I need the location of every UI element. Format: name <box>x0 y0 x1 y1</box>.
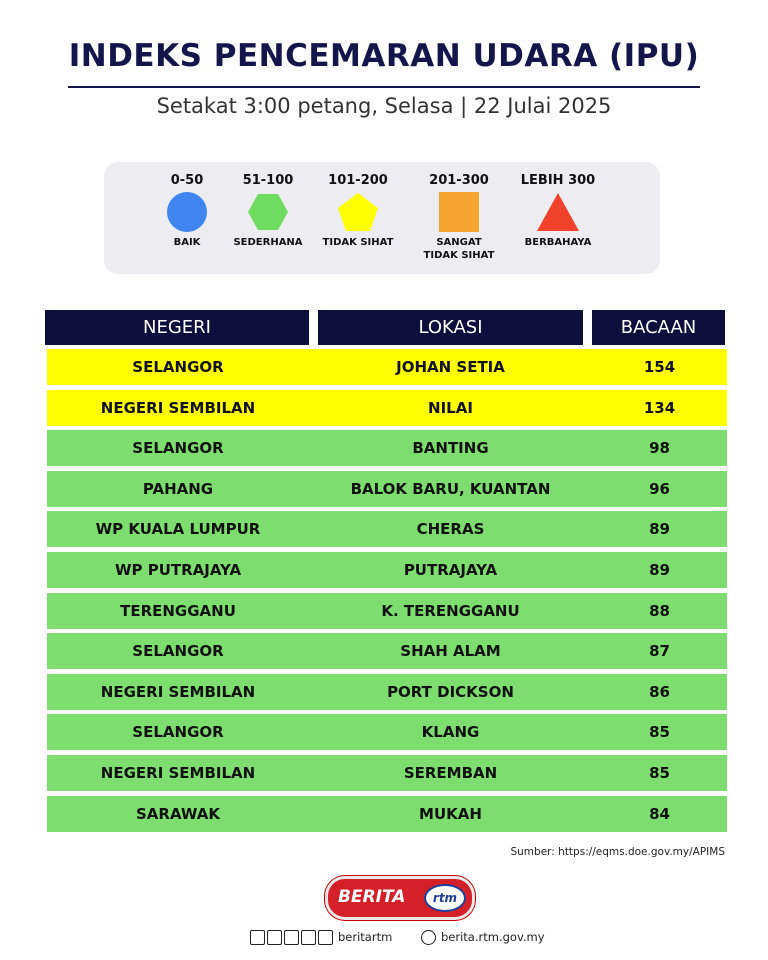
table-cell: SHAH ALAM <box>400 642 501 661</box>
source: Sumber: https://eqms.doe.gov.my/APIMS <box>510 846 725 858</box>
table-row: TERENGGANU K. TERENGGANU 88 <box>47 592 727 629</box>
table-cell: 98 <box>649 439 670 458</box>
table-cell: 88 <box>649 601 670 620</box>
legend-range: 101-200 <box>328 173 388 188</box>
legend-shape <box>439 192 479 232</box>
legend-shape <box>537 193 579 231</box>
table-cell: SARAWAK <box>135 804 220 823</box>
table-row: SELANGOR BANTING 98 <box>47 430 727 467</box>
table-row: SELANGOR JOHAN SETIA 154 <box>47 349 727 385</box>
legend-label: SEDERHANA <box>233 237 303 248</box>
table-cell: MUKAH <box>419 804 482 823</box>
table-cell: SEREMBAN <box>403 764 498 782</box>
table-cell: JOHAN SETIA <box>396 358 505 376</box>
legend-label: BAIK <box>173 237 201 248</box>
table-row: SARAWAK MUKAH 84 <box>47 795 727 832</box>
table-cell: 85 <box>649 723 670 742</box>
table-cell: 89 <box>649 520 670 539</box>
table-cell: TERENGGANU <box>120 601 236 620</box>
table-row: NEGERI SEMBILAN SEREMBAN 85 <box>47 755 727 791</box>
icon <box>421 930 436 945</box>
table-cell: SELANGOR <box>132 723 224 742</box>
website: berita.rtm.gov.my <box>441 930 545 944</box>
legend-shape <box>338 193 378 231</box>
icon <box>284 930 299 945</box>
table-cell: 87 <box>649 642 670 661</box>
legend-range: 0-50 <box>170 173 204 188</box>
column-header: NEGERI <box>45 310 309 345</box>
table-row: PAHANG BALOK BARU, KUANTAN 96 <box>47 470 727 507</box>
table-cell: NILAI <box>428 398 473 417</box>
table-cell: PORT DICKSON <box>387 682 514 701</box>
table-cell: PUTRAJAYA <box>403 561 498 579</box>
table-row: WP PUTRAJAYA PUTRAJAYA 89 <box>47 552 727 588</box>
table-cell: CHERAS <box>416 520 485 539</box>
legend-label: TIDAK SIHAT <box>322 237 394 248</box>
brand-badge: rtm <box>424 884 466 912</box>
social-handle: beritartm <box>338 930 393 944</box>
table-cell: 154 <box>643 358 676 376</box>
title-rule <box>68 86 700 88</box>
table-cell: 96 <box>649 479 670 498</box>
table-cell: 134 <box>643 398 676 417</box>
icon <box>318 930 333 945</box>
table-cell: 86 <box>649 682 670 701</box>
table-cell: KLANG <box>421 723 480 742</box>
logo: BERITA rtm <box>325 876 475 920</box>
table-cell: 89 <box>649 561 670 579</box>
icon <box>250 930 265 945</box>
table-row: NEGERI SEMBILAN PORT DICKSON 86 <box>47 673 727 710</box>
table-cell: NEGERI SEMBILAN <box>100 764 256 782</box>
legend-label: BERBAHAYA <box>524 237 592 248</box>
table-cell: NEGERI SEMBILAN <box>100 398 256 417</box>
legend-shape <box>167 192 207 232</box>
table-row: WP KUALA LUMPUR CHERAS 89 <box>47 511 727 548</box>
table-cell: BALOK BARU, KUANTAN <box>350 479 551 498</box>
table-cell: PAHANG <box>142 479 214 498</box>
icon <box>301 930 316 945</box>
table-cell: SELANGOR <box>132 439 224 458</box>
table-cell: WP PUTRAJAYA <box>114 561 242 579</box>
table-row: SELANGOR KLANG 85 <box>47 714 727 751</box>
table-cell: SELANGOR <box>132 642 224 661</box>
column-header: LOKASI <box>318 310 583 345</box>
legend-range: 51-100 <box>242 173 294 188</box>
table-cell: WP KUALA LUMPUR <box>95 520 261 539</box>
column-header: BACAAN <box>592 310 725 345</box>
legend-label: SANGAT TIDAK SIHAT <box>423 237 495 261</box>
icon <box>267 930 282 945</box>
table-cell: 84 <box>649 804 670 823</box>
table-cell: 85 <box>649 764 670 782</box>
legend-shape <box>248 194 288 230</box>
subtitle: Setakat 3:00 petang, Selasa | 22 Julai 2… <box>156 94 612 118</box>
table-row: SELANGOR SHAH ALAM 87 <box>47 633 727 670</box>
title: INDEKS PENCEMARAN UDARA (IPU) <box>68 38 700 74</box>
table-cell: SELANGOR <box>132 358 224 376</box>
table-cell: K. TERENGGANU <box>381 601 520 620</box>
legend-range: 201-300 <box>429 173 489 188</box>
brand: BERITA <box>338 887 406 907</box>
table-cell: BANTING <box>412 439 489 458</box>
legend: 0-50 BAIK 51-100 SEDERHANA 101-200 TIDAK SIHA… <box>104 162 660 274</box>
table-row: NEGERI SEMBILAN NILAI 134 <box>47 389 727 426</box>
table-cell: NEGERI SEMBILAN <box>100 682 256 701</box>
legend-range: LEBIH 300 <box>520 173 596 188</box>
